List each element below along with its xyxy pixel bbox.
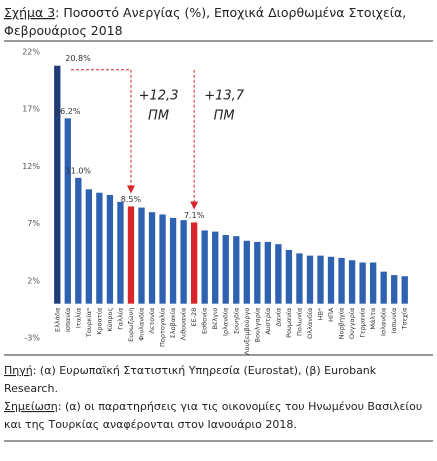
- x-tick-label: Ιαπωνία: [390, 308, 398, 334]
- arrow-head: [190, 201, 199, 210]
- bar: [201, 230, 208, 304]
- bar: [254, 241, 261, 304]
- bar: [96, 192, 103, 304]
- note: Σημείωση: (α) οι παρατηρήσεις για τις οι…: [4, 400, 422, 413]
- x-tick-label: Ευρωζώνη: [127, 308, 135, 342]
- note-text: και της Τουρκίας αναφέρονται στον Ιανουά…: [4, 418, 297, 431]
- bar: [169, 217, 177, 304]
- annotation: ΠΜ: [148, 109, 169, 124]
- x-tick-label: Ρουμανία: [285, 308, 293, 338]
- bar: [54, 65, 61, 304]
- annotation: +12,3: [139, 89, 179, 104]
- x-tick-label: Τσεχία: [401, 308, 409, 331]
- x-tick-label: Αυστρία: [264, 308, 272, 335]
- bar: [369, 262, 377, 304]
- bar: [64, 118, 71, 304]
- bar: [264, 241, 272, 304]
- source-label: Πηγή: [4, 364, 33, 377]
- bar: [222, 235, 229, 304]
- bar: [148, 212, 156, 304]
- x-tick-label: Τουρκία*: [85, 307, 93, 338]
- x-tick-label: Μάλτα: [369, 308, 377, 330]
- x-tick-label: Νορβηγία: [338, 308, 346, 340]
- x-tick-label: Λουξεμβούργο: [243, 308, 251, 355]
- x-tick-label: Γαλλία: [116, 308, 124, 330]
- bar: [285, 249, 293, 304]
- source-text: : (α) Ευρωπαϊκή Στατιστική Υπηρεσία (Eur…: [33, 364, 377, 377]
- x-tick-label: Ουγγαρία: [348, 308, 356, 339]
- bar: [296, 253, 303, 304]
- bar: [138, 207, 145, 304]
- bar: [317, 255, 324, 304]
- arrow-head: [126, 185, 135, 194]
- x-tick-label: Εσθονία: [201, 308, 209, 334]
- x-tick-label: Γερμανία: [359, 308, 367, 338]
- x-tick-label: Πορτογαλία: [159, 308, 167, 347]
- source-text: Research.: [4, 382, 58, 395]
- y-tick-label: 7%: [27, 219, 40, 228]
- value-label: 8.5%: [121, 195, 142, 204]
- value-label: 7.1%: [184, 211, 205, 220]
- annotation: ΠΜ: [214, 109, 235, 124]
- bar: [117, 201, 124, 304]
- x-tick-label: Ελλάδα: [53, 308, 61, 332]
- x-tick-label: Φινλανδία: [138, 308, 146, 341]
- bar: [348, 260, 356, 304]
- x-tick-label: Σλοβακία: [169, 308, 177, 339]
- x-tick-label: ΗΒ*: [317, 307, 325, 320]
- bar: [243, 240, 250, 304]
- x-tick-label: ΗΠΑ: [327, 307, 335, 322]
- note-label: Σημείωση: [4, 400, 58, 413]
- caption-title-cont: Φεβρουάριος 2018: [4, 23, 123, 38]
- bar: [127, 206, 135, 304]
- x-tick-label: Δανία: [274, 308, 282, 327]
- x-tick-label: Πολωνία: [295, 308, 303, 336]
- y-tick-label: 17%: [22, 105, 40, 114]
- y-tick-label: 22%: [22, 48, 40, 57]
- bar: [212, 231, 219, 304]
- bar: [180, 220, 187, 304]
- x-tick-label: Ιταλία: [74, 308, 82, 328]
- y-tick-label: 2%: [27, 276, 40, 285]
- value-label: 20.8%: [65, 54, 91, 63]
- x-tick-label: Λετονία: [148, 308, 156, 334]
- x-tick-label: Κύπρος: [106, 307, 114, 331]
- bar: [106, 195, 114, 304]
- y-tick-label: -3%: [24, 334, 40, 343]
- x-tick-label: Λιθουανία: [180, 308, 188, 341]
- bar: [338, 257, 345, 304]
- note-text: : (α) οι παρατηρήσεις για τις οικονομίες…: [58, 400, 422, 413]
- value-label: 11.0%: [66, 166, 92, 175]
- y-tick-label: 12%: [22, 162, 40, 171]
- caption-title: : Ποσοστό Ανεργίας (%), Εποχικά Διορθωμέ…: [55, 5, 406, 20]
- bar: [306, 255, 314, 304]
- bar: [391, 275, 398, 304]
- x-tick-label: Βέλγιο: [211, 308, 219, 330]
- x-tick-label: Ισπανία: [64, 308, 72, 332]
- annotation: +13,7: [204, 89, 245, 104]
- x-tick-label: Ισλανδία: [380, 308, 388, 336]
- bar: [85, 189, 93, 304]
- x-tick-label: ΕΕ-28: [190, 308, 198, 327]
- x-tick-label: Ιρλανδία: [222, 308, 230, 336]
- source: Πηγή: (α) Ευρωπαϊκή Στατιστική Υπηρεσία …: [4, 364, 377, 377]
- x-tick-label: Βουλγαρία: [253, 308, 261, 343]
- x-tick-label: Ολλανδία: [306, 308, 314, 339]
- bar: [159, 214, 166, 304]
- caption-label: Σχήμα 3: [4, 5, 55, 20]
- bar: [190, 222, 198, 304]
- value-label: 16.2%: [55, 107, 81, 116]
- x-tick-label: Κροατία: [95, 308, 103, 335]
- bar: [75, 177, 82, 304]
- x-tick-label: Σουηδία: [232, 308, 240, 334]
- bar: [401, 276, 408, 304]
- bar: [233, 236, 240, 304]
- bar: [327, 256, 335, 304]
- bar: [380, 271, 387, 304]
- caption: Σχήμα 3: Ποσοστό Ανεργίας (%), Εποχικά Δ…: [4, 5, 406, 38]
- bar: [275, 244, 282, 304]
- bar: [359, 262, 366, 304]
